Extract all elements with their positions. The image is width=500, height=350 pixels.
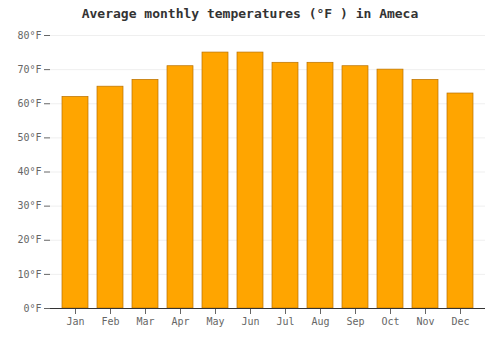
svg-text:40°F: 40°F <box>17 166 41 177</box>
svg-text:50°F: 50°F <box>17 132 41 143</box>
svg-text:Sep: Sep <box>346 316 364 327</box>
svg-text:Apr: Apr <box>171 316 189 327</box>
svg-text:Dec: Dec <box>451 316 469 327</box>
svg-text:70°F: 70°F <box>17 64 41 75</box>
svg-text:Jun: Jun <box>241 316 259 327</box>
svg-text:80°F: 80°F <box>17 30 41 41</box>
svg-text:Nov: Nov <box>416 316 434 327</box>
svg-text:Mar: Mar <box>136 316 154 327</box>
svg-text:0°F: 0°F <box>23 303 41 314</box>
svg-text:30°F: 30°F <box>17 200 41 211</box>
html-text:Average monthly temperatures (: Average monthly temperatures (°F ) in Am… <box>81 6 419 21</box>
svg-text:10°F: 10°F <box>17 269 41 280</box>
svg-text:Aug: Aug <box>311 316 329 327</box>
svg-text:20°F: 20°F <box>17 234 41 245</box>
svg-text:Feb: Feb <box>101 316 119 327</box>
svg-text:Jan: Jan <box>66 316 84 327</box>
svg-text:Jul: Jul <box>276 316 294 327</box>
svg-text:Oct: Oct <box>381 316 399 327</box>
svg-text:May: May <box>206 316 224 327</box>
svg-text:60°F: 60°F <box>17 98 41 109</box>
